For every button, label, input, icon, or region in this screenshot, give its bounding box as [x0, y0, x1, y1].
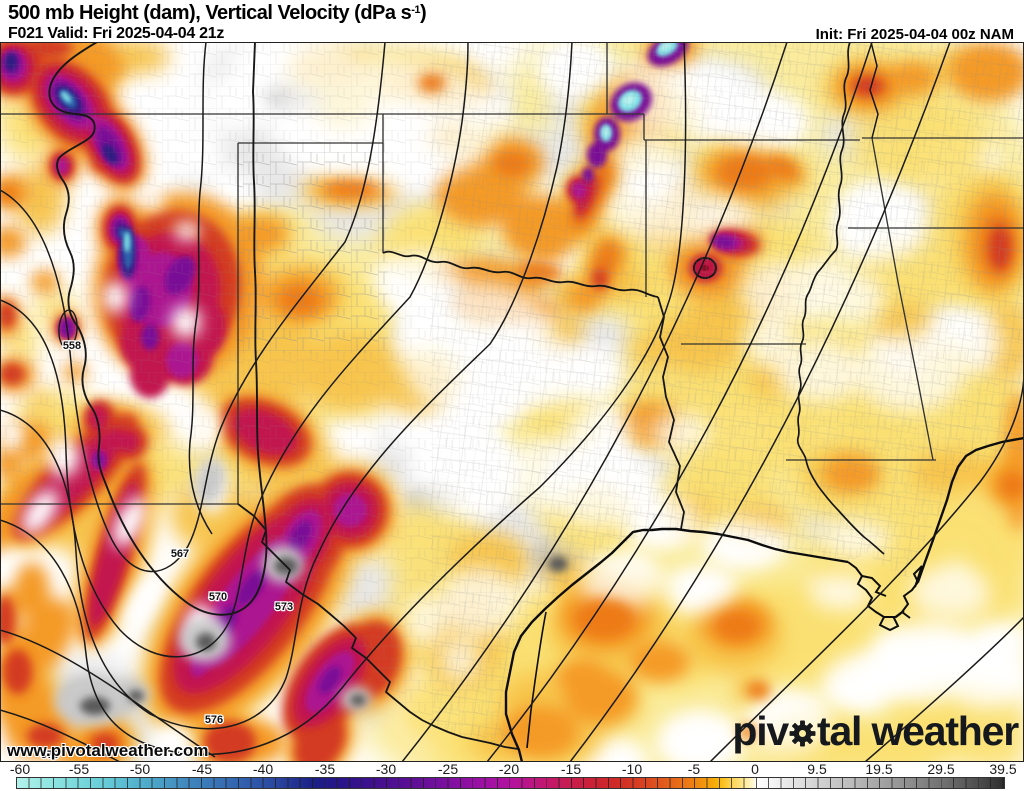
svg-text:570: 570 — [41, 749, 59, 761]
svg-text:570: 570 — [209, 591, 227, 603]
svg-text:576: 576 — [205, 714, 223, 726]
svg-text:567: 567 — [171, 548, 189, 560]
svg-text:573: 573 — [275, 601, 293, 613]
svg-text:558: 558 — [63, 340, 81, 352]
